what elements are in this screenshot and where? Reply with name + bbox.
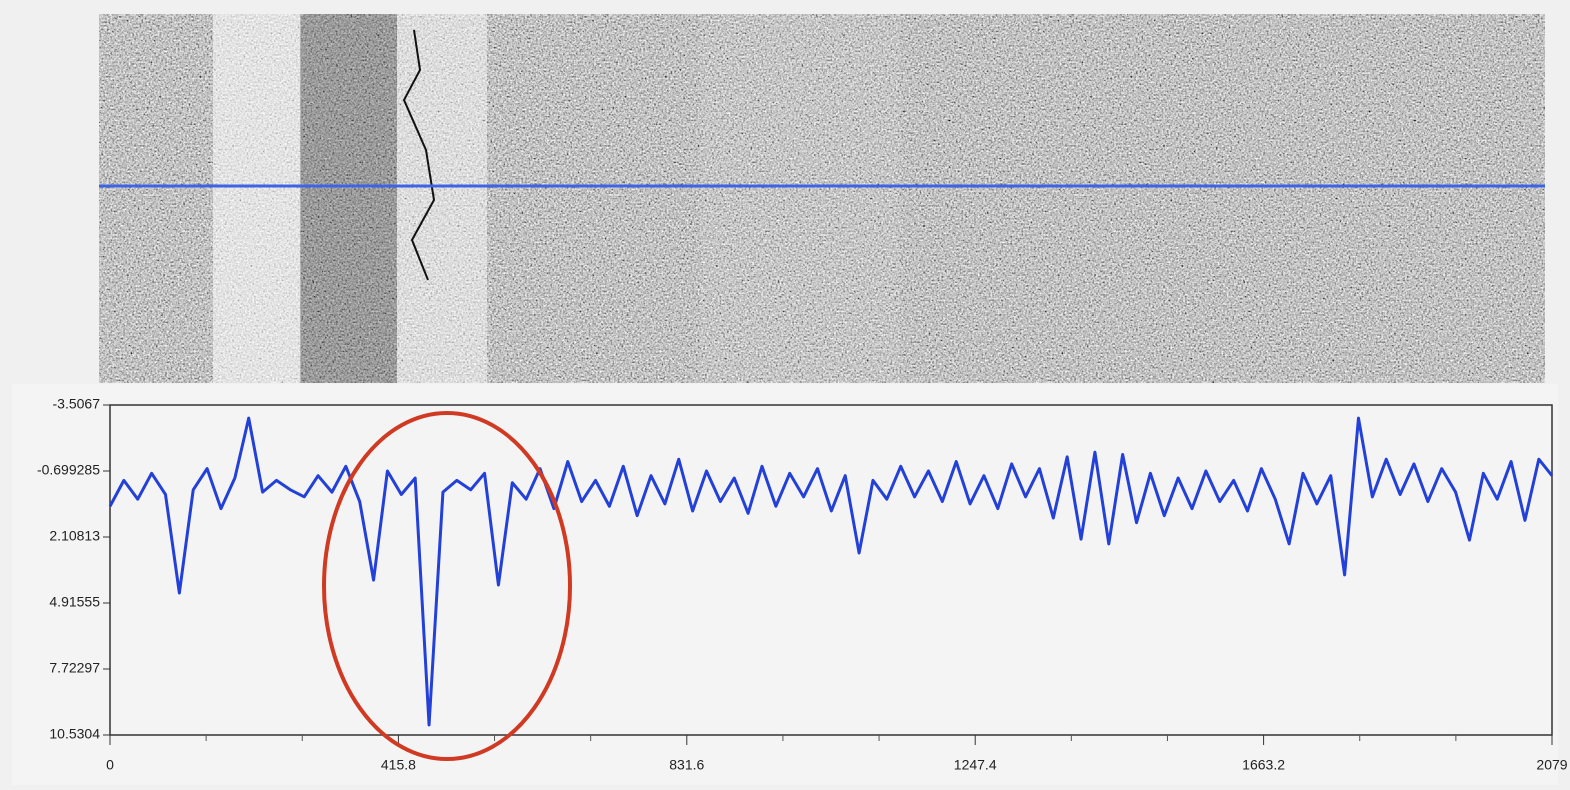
y-tick-label: -3.5067 [53, 396, 101, 412]
y-tick-label: 4.91555 [49, 594, 100, 610]
x-tick-label: 1247.4 [954, 757, 997, 773]
y-tick-label: 10.5304 [49, 726, 100, 742]
plot-area [109, 404, 1553, 736]
y-tick-label: -0.699285 [37, 462, 100, 478]
x-tick-label: 1663.2 [1242, 757, 1285, 773]
x-tick-label: 2079 [1536, 757, 1567, 773]
y-tick-label: 2.10813 [49, 528, 100, 544]
x-tick-label: 415.8 [381, 757, 416, 773]
x-tick-label: 831.6 [669, 757, 704, 773]
y-tick-label: 7.72297 [49, 660, 100, 676]
x-tick-label: 0 [106, 757, 114, 773]
highlight-ellipse [322, 411, 572, 761]
scan-image [99, 14, 1545, 383]
